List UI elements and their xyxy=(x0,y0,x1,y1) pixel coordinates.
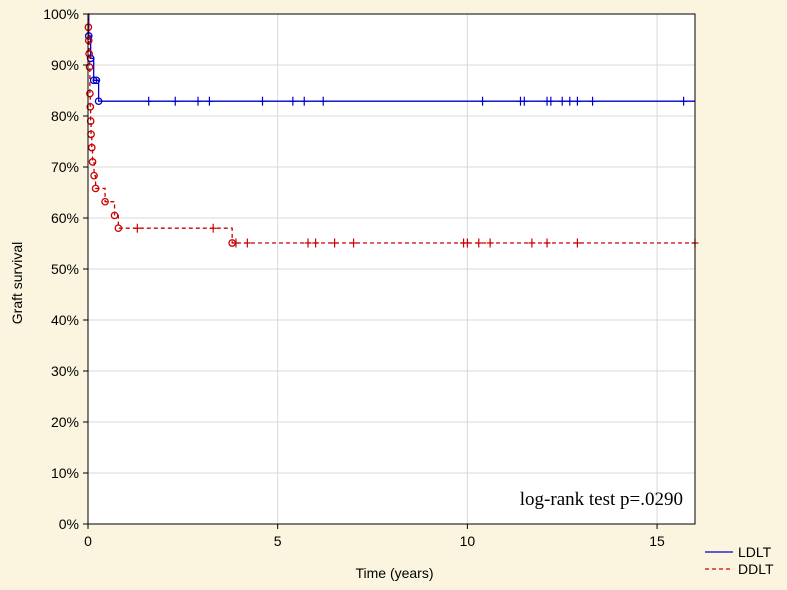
y-tick-label: 80% xyxy=(51,108,79,124)
y-tick-label: 60% xyxy=(51,210,79,226)
ldlt-event-marker xyxy=(89,76,98,85)
ddlt-event-marker xyxy=(110,211,119,220)
ldlt-censor-mark xyxy=(520,96,528,106)
axis-ticks: 0% 10% 20% 30% 40% 50% 60% 70% 80% 90% 100% 0 5 10 15 xyxy=(43,6,665,549)
ldlt-censor-mark xyxy=(566,96,574,106)
y-tick-label: 40% xyxy=(51,312,79,328)
ldlt-censor-mark xyxy=(171,96,179,106)
ddlt-event-marker xyxy=(88,158,97,166)
ldlt-censor-mark xyxy=(205,96,213,106)
ddlt-censor-mark xyxy=(486,238,494,248)
ldlt-censor-mark xyxy=(547,96,555,106)
ddlt-censor-mark xyxy=(528,238,536,248)
ldlt-censor-mark xyxy=(680,96,688,106)
ddlt-censor-mark xyxy=(331,238,339,248)
y-tick-label: 100% xyxy=(43,6,79,22)
ddlt-event-marker xyxy=(85,49,93,58)
ddlt-censor-mark xyxy=(133,223,141,233)
ddlt-event-marker xyxy=(84,36,93,45)
ldlt-event-marker xyxy=(94,97,103,106)
ddlt-censor-mark xyxy=(573,238,581,248)
ldlt-censor-mark xyxy=(289,96,297,106)
ddlt-event-marker xyxy=(87,143,96,152)
x-tick-label: 0 xyxy=(84,533,92,549)
ldlt-censor-mark xyxy=(145,96,153,106)
ldlt-censor-mark xyxy=(300,96,308,106)
grid-lines xyxy=(88,14,695,524)
ddlt-event-marker xyxy=(114,224,123,233)
ldlt-censor-mark xyxy=(319,96,327,106)
ddlt-event-marker xyxy=(91,184,100,193)
ddlt-event-marker xyxy=(101,197,109,206)
y-axis-title: Graft survival xyxy=(9,242,25,324)
ldlt-event-marker xyxy=(84,32,93,40)
ddlt-event-marker xyxy=(85,63,94,71)
ldlt-censor-mark xyxy=(589,96,597,106)
ddlt-event-marker xyxy=(90,171,98,180)
legend-label: LDLT xyxy=(738,544,772,560)
ddlt-censor-mark xyxy=(475,238,483,248)
legend-item-ldlt: LDLT xyxy=(705,544,772,560)
ddlt-event-marker xyxy=(86,117,95,125)
y-tick-label: 90% xyxy=(51,57,79,73)
x-tick-label: 15 xyxy=(649,533,665,549)
y-tick-label: 50% xyxy=(51,261,79,277)
x-axis-title: Time (years) xyxy=(355,565,433,581)
ddlt-censor-mark xyxy=(350,238,358,248)
ldlt-censor-mark xyxy=(479,96,487,106)
x-tick-label: 5 xyxy=(274,533,282,549)
legend-item-ddlt: DDLT xyxy=(705,561,774,577)
ddlt-censor-mark xyxy=(304,238,312,248)
ddlt-event-marker xyxy=(228,239,237,247)
y-tick-label: 30% xyxy=(51,363,79,379)
ddlt-censor-mark xyxy=(463,238,471,248)
ddlt-censor-mark xyxy=(312,238,320,248)
y-tick-label: 70% xyxy=(51,159,79,175)
y-tick-label: 20% xyxy=(51,414,79,430)
y-tick-label: 0% xyxy=(59,516,79,532)
ddlt-event-marker xyxy=(86,89,94,98)
ddlt-censor-mark xyxy=(543,238,551,248)
ldlt-censor-mark xyxy=(573,96,581,106)
ddlt-censor-mark xyxy=(243,238,251,248)
series-ddlt xyxy=(84,13,699,248)
ldlt-censor-mark xyxy=(259,96,267,106)
series-layer xyxy=(84,13,699,248)
ldlt-censor-mark xyxy=(558,96,566,106)
ddlt-event-marker xyxy=(86,102,95,111)
ldlt-censor-mark xyxy=(194,96,202,106)
log-rank-annotation: log-rank test p=.0290 xyxy=(520,489,683,510)
y-tick-label: 10% xyxy=(51,465,79,481)
x-tick-label: 10 xyxy=(460,533,476,549)
ldlt-survival-line xyxy=(88,13,695,102)
series-ldlt xyxy=(84,13,695,106)
legend-label: DDLT xyxy=(738,561,774,577)
ddlt-censor-mark xyxy=(209,223,217,233)
ldlt-event-marker xyxy=(92,76,101,85)
ldlt-event-marker xyxy=(86,54,95,63)
